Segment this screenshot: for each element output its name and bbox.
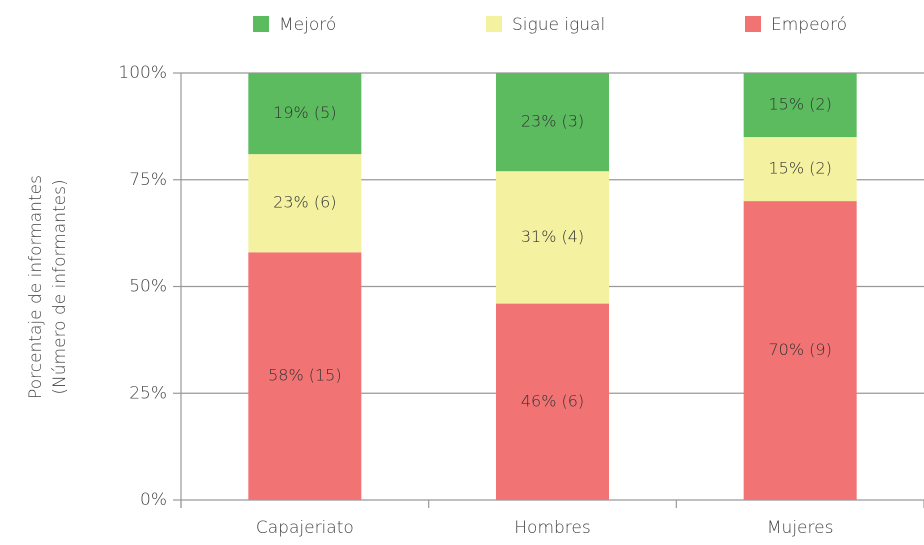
data-label: 23% (3) xyxy=(521,112,584,131)
legend-label: Mejoró xyxy=(279,15,336,35)
y-axis-title: Porcentaje de informantes (Número de inf… xyxy=(26,175,70,399)
data-label: 15% (2) xyxy=(769,159,832,178)
bar-segment xyxy=(248,73,362,155)
bar-segment xyxy=(496,303,609,500)
bar-segment xyxy=(743,137,857,202)
data-label: 70% (9) xyxy=(769,340,832,359)
y-tick-label: 0% xyxy=(140,490,167,510)
data-label: 15% (2) xyxy=(769,95,832,114)
x-tick-label: Hombres xyxy=(514,518,590,538)
y-tick-label: 25% xyxy=(129,383,167,403)
data-label: 46% (6) xyxy=(521,391,584,410)
bar-segment xyxy=(496,171,609,304)
y-tick-label: 75% xyxy=(129,170,167,190)
y-tick-label: 100% xyxy=(118,63,167,83)
data-label: 23% (6) xyxy=(273,193,336,212)
data-label: 31% (4) xyxy=(521,227,584,246)
y-tick-label: 50% xyxy=(129,277,167,297)
x-tick-label: Capajeriato xyxy=(256,518,354,538)
bar-segment xyxy=(496,73,609,172)
x-tick-label: Mujeres xyxy=(767,518,834,538)
y-axis-title-line: (Número de informantes) xyxy=(50,179,70,394)
legend-swatch xyxy=(253,16,269,32)
bar-segment xyxy=(248,252,362,500)
legend-label: Sigue igual xyxy=(512,15,605,35)
bar-segment xyxy=(743,73,857,138)
bar-segment xyxy=(743,201,857,500)
legend-label: Empeoró xyxy=(771,15,847,35)
y-axis-title-line: Porcentaje de informantes xyxy=(26,175,46,399)
legend-swatch xyxy=(486,16,502,32)
data-label: 58% (15) xyxy=(268,366,342,385)
bar-segment xyxy=(248,154,362,253)
legend-swatch xyxy=(745,16,761,32)
data-label: 19% (5) xyxy=(273,103,336,122)
